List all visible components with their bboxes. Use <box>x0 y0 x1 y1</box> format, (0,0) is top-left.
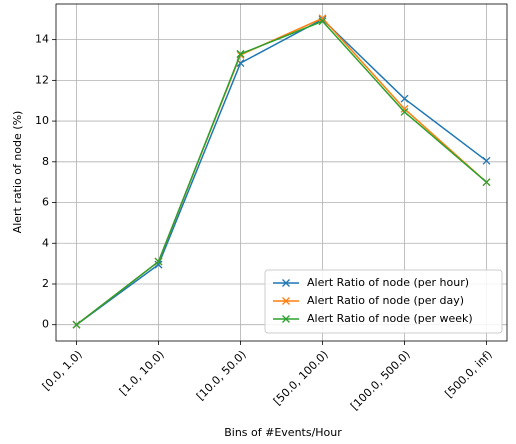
legend-marker <box>282 279 290 287</box>
y-tick-label: 8 <box>42 155 49 168</box>
x-tick-label: [0.0, 1.0) <box>40 348 85 393</box>
x-tick-label: [500.0, inf) <box>442 348 494 400</box>
x-tick-label: [100.0, 500.0) <box>348 348 413 413</box>
plot-frame <box>55 3 508 342</box>
legend-label: Alert Ratio of node (per day) <box>307 294 464 307</box>
legend-box <box>264 269 503 334</box>
marker <box>482 178 491 187</box>
legend-entry: Alert Ratio of node (per day) <box>273 294 464 307</box>
y-tick-label: 12 <box>35 73 49 86</box>
legend-label: Alert Ratio of node (per week) <box>307 312 473 325</box>
line <box>76 18 487 326</box>
x-tick-label: [10.0, 50.0) <box>194 348 249 403</box>
y-tick-label: 0 <box>42 318 49 331</box>
marker <box>72 320 81 329</box>
x-tick-label: [50.0, 100.0) <box>271 348 331 408</box>
y-tick-label: 6 <box>42 196 49 209</box>
marker <box>236 49 245 58</box>
y-tick-label: 2 <box>42 277 49 290</box>
marker <box>318 17 327 26</box>
x-tick-label: [1.0, 10.0) <box>117 348 167 398</box>
marker <box>482 156 491 165</box>
marker <box>400 94 409 103</box>
y-tick-label: 10 <box>35 114 49 127</box>
legend-entry: Alert Ratio of node (per week) <box>273 312 473 325</box>
y-axis-label: Alert ratio of node (%) <box>11 111 24 234</box>
marker <box>318 14 327 23</box>
legend-marker <box>282 315 290 323</box>
legend-label: Alert Ratio of node (per hour) <box>307 276 469 289</box>
marker <box>400 104 409 113</box>
marker <box>154 260 163 269</box>
x-axis-label: Bins of #Events/Hour <box>224 426 342 439</box>
y-tick-label: 4 <box>42 236 49 249</box>
marker <box>400 107 409 116</box>
line <box>76 20 487 326</box>
legend-marker <box>282 297 290 305</box>
marker <box>154 257 163 266</box>
series <box>72 17 491 329</box>
y-tick-label: 14 <box>35 33 49 46</box>
legend-entry: Alert Ratio of node (per hour) <box>273 276 469 289</box>
